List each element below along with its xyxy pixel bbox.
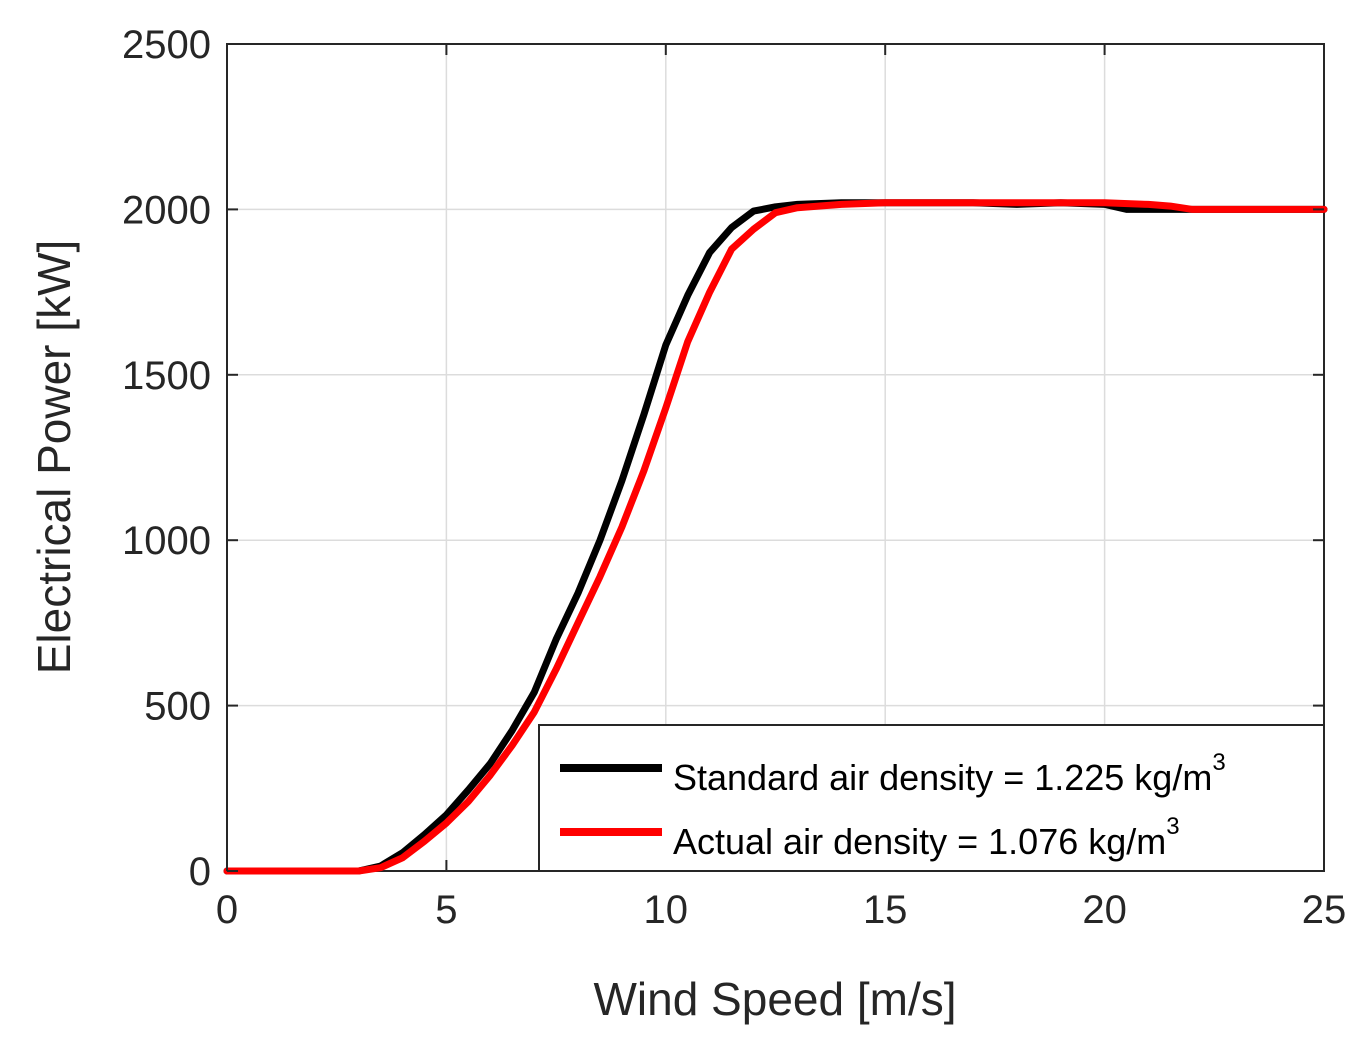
- y-tick-label: 500: [144, 685, 211, 729]
- series-line-actual: [223, 199, 1328, 875]
- series-lines: [223, 199, 1328, 875]
- x-tick-label: 25: [1302, 888, 1347, 932]
- y-tick-label: 2500: [122, 23, 211, 67]
- axis-ticks: 0 5 10 15 20 25 0 500 1000 1500 2000 2500: [122, 23, 1346, 932]
- x-tick-label: 10: [644, 888, 689, 932]
- legend-box: [538, 724, 1325, 872]
- legend-label-standard-sup: 3: [1212, 749, 1225, 776]
- legend-label-actual-main: Actual air density = 1.076 kg/m: [673, 821, 1166, 862]
- legend-label-standard: Standard air density = 1.225 kg/m3: [673, 749, 1226, 798]
- x-tick-label: 0: [216, 888, 238, 932]
- x-tick-label: 15: [863, 888, 908, 932]
- grid-lines: [227, 44, 1324, 871]
- legend-label-standard-main: Standard air density = 1.225 kg/m: [673, 757, 1212, 798]
- x-tick-label: 5: [435, 888, 457, 932]
- y-tick-label: 0: [189, 850, 211, 894]
- legend-label-actual-sup: 3: [1166, 813, 1179, 840]
- legend-label-actual: Actual air density = 1.076 kg/m3: [673, 813, 1180, 862]
- y-tick-label: 1000: [122, 519, 211, 563]
- x-tick-label: 20: [1082, 888, 1127, 932]
- y-axis-label: Electrical Power [kW]: [28, 240, 80, 675]
- legend: Standard air density = 1.225 kg/m3 Actua…: [538, 724, 1325, 872]
- y-tick-label: 2000: [122, 188, 211, 232]
- y-tick-label: 1500: [122, 354, 211, 398]
- x-axis-label: Wind Speed [m/s]: [593, 973, 956, 1025]
